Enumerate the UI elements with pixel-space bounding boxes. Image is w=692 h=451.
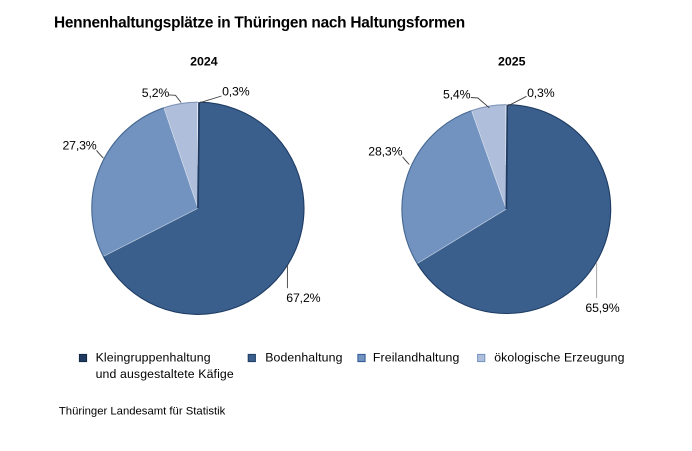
svg-text:2024: 2024: [190, 55, 218, 69]
svg-text:und ausgestaltete Käfige: und ausgestaltete Käfige: [96, 367, 234, 381]
svg-text:2025: 2025: [498, 55, 526, 69]
svg-text:67,2%: 67,2%: [286, 291, 320, 305]
svg-text:5,4%: 5,4%: [443, 87, 471, 101]
svg-text:0,3%: 0,3%: [527, 86, 555, 100]
svg-text:65,9%: 65,9%: [585, 301, 619, 315]
svg-text:0,3%: 0,3%: [222, 85, 250, 99]
svg-text:27,3%: 27,3%: [62, 139, 96, 153]
svg-text:28,3%: 28,3%: [368, 145, 402, 159]
svg-text:Thüringer Landesamt für Statis: Thüringer Landesamt für Statistik: [59, 405, 226, 417]
svg-text:Kleingruppenhaltung: Kleingruppenhaltung: [96, 351, 211, 365]
svg-text:Bodenhaltung: Bodenhaltung: [265, 351, 342, 365]
svg-text:Freilandhaltung: Freilandhaltung: [373, 351, 460, 365]
svg-text:5,2%: 5,2%: [142, 86, 170, 100]
svg-text:Hennenhaltungsplätze in Thürin: Hennenhaltungsplätze in Thüringen nach H…: [54, 14, 465, 31]
svg-text:ökologische Erzeugung: ökologische Erzeugung: [494, 351, 624, 365]
